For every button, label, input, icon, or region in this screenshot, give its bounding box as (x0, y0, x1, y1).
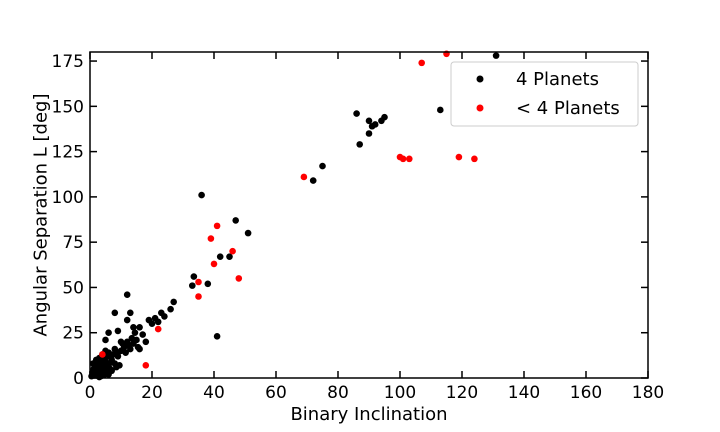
x-axis-label: Binary Inclination (290, 404, 447, 425)
data-point-4-planets (353, 110, 360, 117)
x-tick-label: 140 (508, 383, 540, 403)
legend: 4 Planets < 4 Planets (450, 61, 639, 127)
data-point-4-planets (117, 338, 125, 346)
data-point-4-planets (213, 333, 221, 340)
y-tick-label: 0 (73, 369, 84, 389)
data-points (88, 50, 500, 381)
data-point-4-planets (102, 336, 109, 344)
x-tick-label: 180 (632, 383, 664, 403)
data-point-4-planets (189, 282, 196, 289)
x-tick-label: 80 (327, 383, 349, 403)
data-point-4-planets (105, 349, 112, 356)
data-point-4-planets (96, 373, 103, 381)
data-point-4-planets (108, 367, 115, 375)
data-point-less-than-4-planets (195, 293, 202, 300)
data-point-less-than-4-planets (455, 153, 463, 161)
data-point-4-planets (105, 329, 112, 337)
plot-area-frame (89, 51, 649, 379)
data-point-4-planets (161, 313, 168, 320)
x-tick-label: 160 (570, 383, 602, 403)
data-point-4-planets (114, 327, 122, 335)
y-tick-label: 50 (62, 278, 84, 298)
data-point-4-planets (190, 273, 198, 280)
data-point-4-planets (356, 141, 364, 148)
y-tick-label: 150 (52, 97, 84, 117)
data-point-4-planets (365, 117, 373, 125)
legend-entry-less-than-4-planets: < 4 Planets (516, 98, 620, 119)
y-tick-label: 75 (62, 233, 84, 253)
data-point-4-planets (226, 253, 233, 260)
data-point-4-planets (198, 191, 205, 199)
axis-ticks: 0 20 40 60 80 100 120 140 160 180 0 25 50 75 100 125 150… (52, 52, 664, 403)
data-point-4-planets (148, 320, 156, 327)
y-tick-label: 175 (52, 52, 84, 72)
legend-marker-4-planets (476, 75, 484, 83)
data-point-4-planets (127, 309, 134, 317)
data-point-4-planets (319, 162, 326, 170)
data-point-4-planets (154, 318, 162, 326)
data-point-4-planets (123, 291, 131, 298)
data-point-4-planets (204, 280, 212, 288)
data-point-4-planets (309, 177, 317, 184)
data-point-4-planets (170, 298, 177, 306)
data-point-4-planets (437, 106, 444, 114)
data-point-less-than-4-planets (300, 173, 308, 181)
legend-box (450, 61, 639, 127)
data-point-4-planets (244, 229, 252, 237)
data-point-4-planets (139, 331, 146, 338)
data-point-4-planets (167, 305, 174, 313)
legend-entry-4-planets: 4 Planets (516, 69, 599, 90)
x-tick-label: 60 (265, 383, 287, 403)
data-point-4-planets (492, 52, 500, 59)
data-point-4-planets (381, 113, 388, 121)
x-tick-label: 100 (384, 383, 416, 403)
data-point-less-than-4-planets (195, 278, 202, 286)
data-point-less-than-4-planets (142, 362, 150, 369)
x-tick-label: 40 (203, 383, 225, 403)
data-point-4-planets (108, 358, 115, 366)
data-point-4-planets (232, 217, 239, 224)
data-point-4-planets (130, 323, 137, 331)
data-point-4-planets (136, 345, 143, 353)
data-point-4-planets (142, 338, 150, 346)
data-point-4-planets (127, 345, 134, 353)
data-point-4-planets (365, 130, 373, 137)
data-point-less-than-4-planets (99, 351, 106, 358)
data-point-4-planets (111, 309, 119, 317)
data-point-less-than-4-planets (235, 275, 243, 282)
data-point-less-than-4-planets (210, 260, 218, 268)
y-tick-label: 25 (62, 324, 84, 344)
data-point-4-planets (122, 349, 129, 356)
data-point-4-planets (116, 362, 123, 369)
data-point-less-than-4-planets (399, 155, 407, 163)
data-point-less-than-4-planets (229, 247, 236, 255)
y-tick-label: 100 (52, 188, 84, 208)
data-point-less-than-4-planets (471, 155, 478, 163)
data-point-4-planets (216, 253, 224, 260)
x-tick-label: 20 (141, 383, 163, 403)
x-tick-label: 0 (85, 383, 96, 403)
data-point-less-than-4-planets (418, 59, 426, 67)
data-point-4-planets (131, 329, 139, 337)
y-tick-label: 125 (52, 143, 84, 163)
data-point-4-planets (136, 323, 143, 331)
data-point-4-planets (133, 336, 140, 344)
legend-marker-less-than-4-planets (476, 104, 484, 112)
data-point-less-than-4-planets (154, 325, 162, 333)
x-tick-label: 120 (446, 383, 478, 403)
y-axis-label: Angular Separation L [deg] (30, 93, 51, 336)
data-point-less-than-4-planets (406, 155, 413, 163)
data-point-4-planets (123, 316, 131, 324)
data-point-less-than-4-planets (213, 222, 221, 230)
data-point-less-than-4-planets (207, 235, 215, 242)
data-point-4-planets (371, 121, 379, 128)
